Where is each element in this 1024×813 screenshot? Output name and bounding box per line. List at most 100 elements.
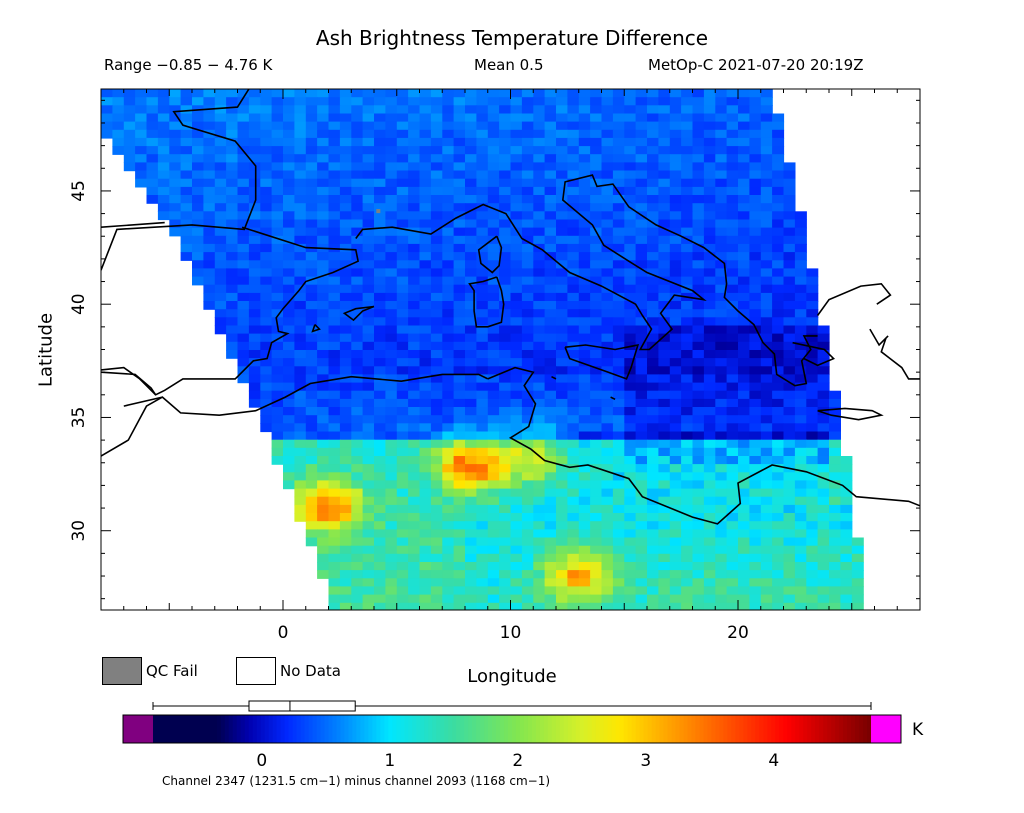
heatmap-cell [692, 374, 705, 384]
heatmap-cell [260, 252, 273, 261]
heatmap-cell [760, 235, 773, 245]
heatmap-cell [647, 407, 659, 416]
heatmap-cell [760, 553, 773, 563]
heatmap-cell [408, 358, 421, 367]
heatmap-cell [601, 602, 614, 610]
heatmap-cell [408, 292, 421, 302]
heatmap-cell [783, 439, 796, 449]
heatmap-cell [385, 562, 398, 571]
colorbar-cell [699, 715, 704, 743]
heatmap-cell [453, 472, 466, 482]
heatmap-cell [374, 496, 386, 506]
heatmap-cell [601, 268, 614, 278]
heatmap-cell [726, 235, 739, 245]
heatmap-cell [339, 504, 352, 514]
heatmap-cell [237, 292, 250, 302]
heatmap-cell [487, 529, 500, 539]
heatmap-cell [487, 423, 500, 433]
heatmap-cell [658, 390, 671, 400]
heatmap-cell [351, 537, 364, 547]
heatmap-cell [601, 447, 614, 457]
heatmap-cell [408, 488, 421, 498]
colorbar-cell [755, 715, 760, 743]
heatmap-cell [544, 219, 557, 229]
colorbar-cell [264, 715, 270, 743]
colorbar-cell [731, 715, 736, 743]
heatmap-cell [578, 284, 591, 294]
heatmap-cell [578, 390, 591, 400]
heatmap-cell [487, 325, 500, 335]
heatmap-cell [408, 235, 421, 245]
heatmap-cell [703, 382, 716, 392]
heatmap-cell [612, 203, 625, 212]
heatmap-cell [499, 146, 512, 155]
heatmap-cell [601, 504, 614, 514]
heatmap-cell [374, 129, 386, 139]
heatmap-cell [567, 260, 580, 270]
colorbar-cell [563, 715, 569, 743]
heatmap-cell [248, 97, 261, 106]
heatmap-cell [487, 504, 500, 514]
heatmap-cell [465, 358, 477, 367]
heatmap-cell [180, 113, 193, 123]
colorbar-cell [763, 715, 768, 743]
heatmap-cell [726, 407, 739, 416]
heatmap-cell [533, 227, 546, 237]
heatmap-cell [556, 146, 568, 155]
heatmap-cell [374, 113, 386, 123]
colorbar-cell [527, 715, 533, 743]
heatmap-cell [681, 537, 694, 547]
heatmap-cell [408, 154, 421, 163]
heatmap-cell [487, 562, 500, 571]
heatmap-cell [419, 186, 432, 196]
heatmap-cell [772, 504, 785, 514]
heatmap-cell [703, 521, 716, 530]
heatmap-cell [612, 333, 625, 343]
heatmap-cell [453, 162, 466, 172]
heatmap-cell [851, 578, 864, 588]
heatmap-cell [465, 268, 477, 278]
heatmap-cell [783, 570, 796, 579]
heatmap-cell [829, 521, 841, 530]
heatmap-cell [465, 252, 477, 261]
heatmap-cell [635, 137, 648, 147]
heatmap-cell [783, 211, 796, 221]
heatmap-cell [442, 415, 455, 424]
heatmap-cell [692, 488, 705, 498]
heatmap-cell [305, 325, 318, 335]
heatmap-cell [396, 447, 409, 457]
heatmap-cell [772, 235, 785, 245]
heatmap-cell [192, 243, 204, 253]
heatmap-cell [214, 227, 227, 237]
heatmap-cell [772, 529, 785, 539]
heatmap-cell [647, 480, 659, 490]
heatmap-cell [305, 407, 318, 416]
heatmap-cell [715, 105, 728, 115]
heatmap-cell [453, 398, 466, 408]
heatmap-cell [499, 570, 512, 579]
heatmap-cell [169, 186, 182, 196]
heatmap-cell [419, 407, 432, 416]
heatmap-cell [328, 105, 341, 115]
heatmap-cell [521, 521, 534, 530]
heatmap-cell [635, 203, 648, 212]
heatmap-cell [408, 146, 421, 155]
heatmap-cell [294, 415, 307, 424]
colorbar-cell [508, 715, 513, 743]
heatmap-cell [328, 333, 341, 343]
coastline [101, 221, 165, 228]
heatmap-cell [294, 464, 307, 473]
heatmap-cell [726, 170, 739, 180]
heatmap-cell [271, 456, 284, 465]
heatmap-cell [681, 594, 694, 604]
heatmap-cell [180, 89, 193, 98]
heatmap-cell [658, 276, 671, 286]
heatmap-cell [772, 553, 785, 563]
heatmap-cell [760, 203, 773, 212]
heatmap-cell [203, 89, 216, 98]
heatmap-cell [237, 186, 250, 196]
heatmap-cell [351, 431, 364, 441]
heatmap-cell [510, 390, 523, 400]
heatmap-cell [180, 227, 193, 237]
heatmap-cell [635, 578, 648, 588]
